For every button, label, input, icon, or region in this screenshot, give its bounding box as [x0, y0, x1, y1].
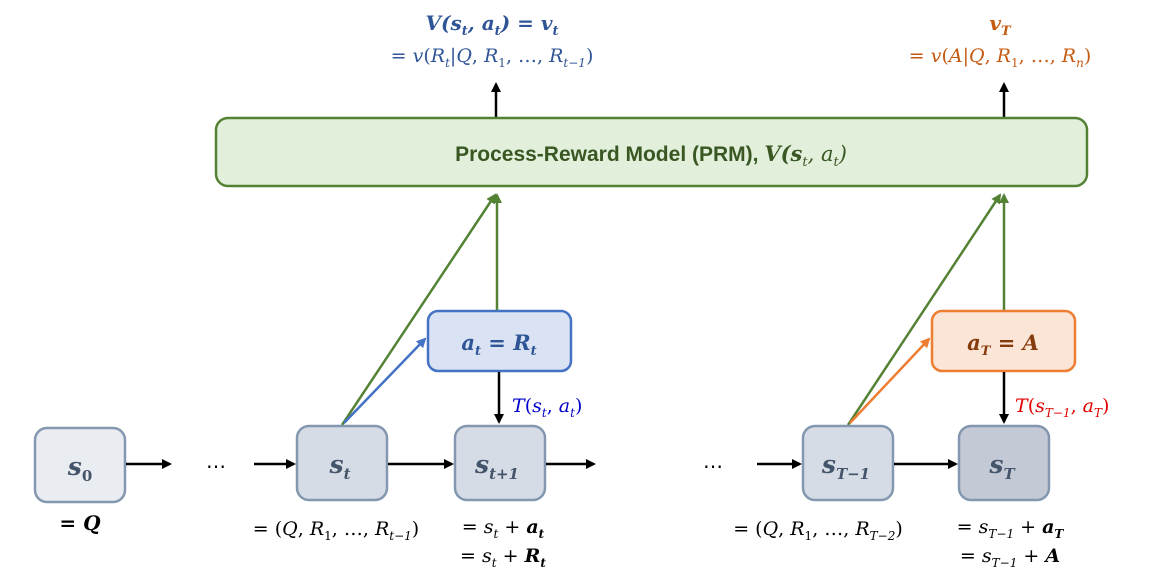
transition-t-label: T(st, at) — [512, 395, 582, 420]
value-definition-right: = v(A|Q, R1, …, Rn) — [909, 45, 1092, 70]
state-box-st1: st+1 — [453, 424, 547, 502]
state-t-to-prm-arrow — [340, 193, 497, 426]
caption-st1-line1: = st + at — [462, 516, 545, 541]
state-box-sT: sT — [957, 424, 1051, 502]
action-box-T: aT = A — [930, 309, 1077, 373]
state-T-1-to-action-arrow — [849, 337, 931, 424]
action-t-label: at = Rt — [461, 330, 536, 359]
state-box-st: st — [295, 424, 389, 502]
state-s0-label: s0 — [67, 452, 93, 485]
state-st-label: st — [328, 450, 350, 483]
action-T-label: aT = A — [967, 330, 1039, 359]
state-st1-label: st+1 — [474, 450, 519, 483]
caption-sT-line2: = sT−1 + A — [960, 545, 1060, 570]
transition-T-label: T(sT−1, aT) — [1015, 395, 1109, 420]
top-right-value-label: vT = v(A|Q, R1, …, Rn) — [909, 11, 1092, 70]
caption-sT-line1: = sT−1 + aT — [957, 516, 1065, 541]
top-left-value-label: V(st, at) = vt = v(Rt|Q, R1, …, Rt−1) — [391, 11, 594, 70]
state-T-1-to-prm-arrow — [846, 193, 1002, 426]
state-box-sT1: sT−1 — [801, 424, 895, 502]
caption-sT1: = (Q, R1, …, RT−2) — [733, 518, 903, 543]
prm-box: Process-Reward Model (PRM), V(st, at) — [214, 116, 1089, 188]
value-definition-left: = v(Rt|Q, R1, …, Rt−1) — [391, 45, 594, 70]
ellipsis-left: … — [206, 449, 226, 473]
caption-s0: = Q — [59, 511, 101, 535]
value-equation-left: V(st, at) = vt — [426, 11, 559, 39]
state-box-s0: s0 — [33, 426, 127, 504]
state-sT-label: sT — [988, 450, 1016, 483]
state-t-to-action-arrow — [343, 337, 427, 424]
action-box-t: at = Rt — [426, 309, 573, 373]
caption-st: = (Q, R1, …, Rt−1) — [253, 518, 419, 543]
state-sT1-label: sT−1 — [821, 450, 870, 483]
value-equation-right: vT — [989, 11, 1012, 39]
ellipsis-right: … — [703, 449, 723, 473]
prm-label: Process-Reward Model (PRM), V(st, at) — [455, 141, 847, 170]
caption-st1-line2: = st + Rt — [460, 545, 546, 570]
